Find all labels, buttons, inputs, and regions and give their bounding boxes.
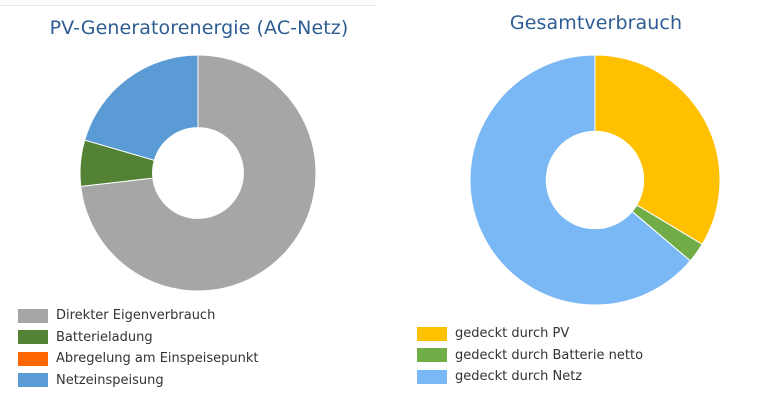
pv-energy-donut: [79, 54, 317, 292]
legend-swatch: [417, 348, 447, 363]
legend-swatch: [18, 330, 48, 345]
slice-gedeckt-durch-netz: [469, 54, 692, 306]
total-consumption-donut: [469, 54, 721, 306]
legend-item-abregelung: Abregelung am Einspeisepunkt: [18, 348, 259, 370]
legend-swatch: [18, 308, 48, 323]
legend-item-netzeinspeisung: Netzeinspeisung: [18, 370, 259, 392]
legend-item-gedeckt-durch-pv: gedeckt durch PV: [417, 323, 643, 345]
total-consumption-chart-panel: Gesamtverbrauch gedeckt durch PV gedeckt…: [390, 0, 781, 400]
pv-energy-legend: Direkter Eigenverbrauch Batterieladung A…: [18, 305, 259, 391]
legend-swatch: [417, 326, 447, 341]
legend-label: Netzeinspeisung: [56, 372, 164, 388]
top-divider: [0, 5, 376, 6]
legend-item-gedeckt-durch-batterie: gedeckt durch Batterie netto: [417, 345, 643, 367]
legend-label: Direkter Eigenverbrauch: [56, 308, 216, 324]
legend-item-batterieladung: Batterieladung: [18, 327, 259, 349]
legend-label: gedeckt durch Netz: [455, 369, 583, 385]
chart-title-total-consumption: Gesamtverbrauch: [509, 12, 683, 34]
legend-label: gedeckt durch PV: [455, 326, 570, 342]
total-consumption-legend: gedeckt durch PV gedeckt durch Batterie …: [417, 323, 643, 388]
chart-title-pv-energy: PV-Generatorenergie (AC-Netz): [49, 17, 349, 39]
legend-swatch: [18, 373, 48, 388]
legend-swatch: [417, 369, 447, 384]
slice-direkter-eigenverbrauch: [80, 54, 317, 292]
legend-label: Batterieladung: [56, 329, 153, 345]
slice-gedeckt-durch-pv: [594, 54, 721, 245]
slice-netzeinspeisung: [84, 54, 199, 161]
legend-item-direkter-eigenverbrauch: Direkter Eigenverbrauch: [18, 305, 259, 327]
legend-item-gedeckt-durch-netz: gedeckt durch Netz: [417, 366, 643, 388]
legend-swatch: [18, 351, 48, 366]
legend-label: Abregelung am Einspeisepunkt: [56, 351, 259, 367]
pv-energy-chart-panel: PV-Generatorenergie (AC-Netz) Direkter E…: [0, 0, 390, 400]
legend-label: gedeckt durch Batterie netto: [455, 347, 644, 363]
